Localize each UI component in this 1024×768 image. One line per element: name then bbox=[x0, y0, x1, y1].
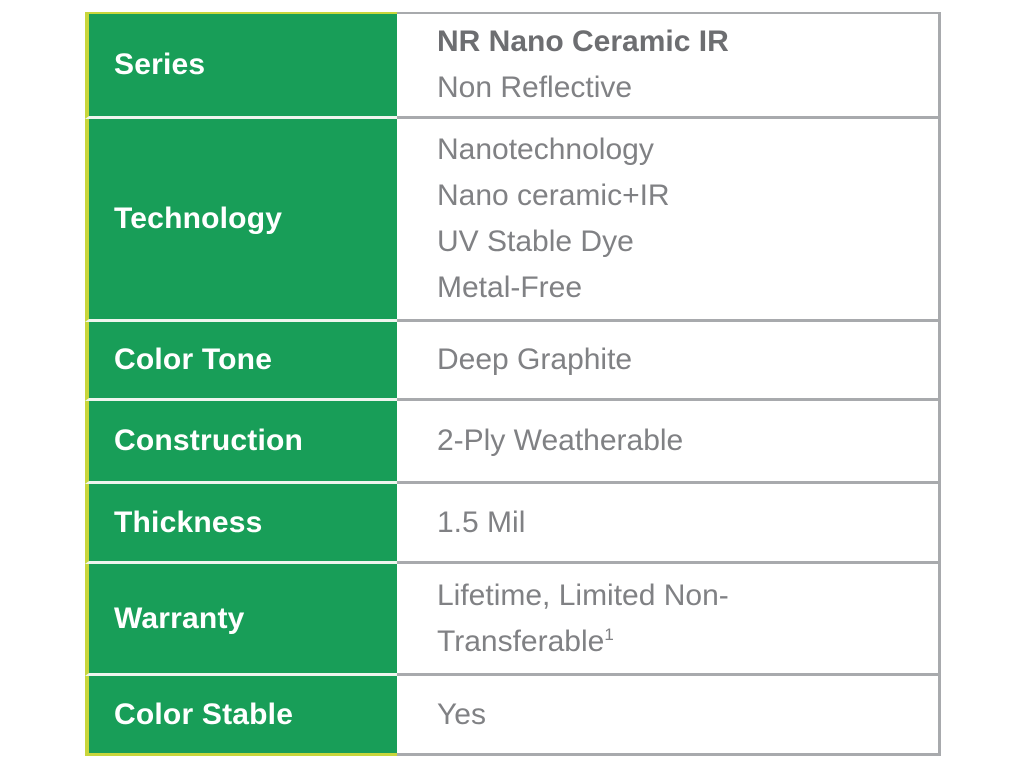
product-spec-table: Series NR Nano Ceramic IR Non Reflective… bbox=[85, 12, 941, 756]
value-line: UV Stable Dye bbox=[437, 225, 634, 258]
label-cell-warranty: Warranty bbox=[85, 564, 397, 676]
value-cell-color-stable: Yes bbox=[397, 676, 941, 756]
value-line: Yes bbox=[437, 697, 486, 731]
row-label: Technology bbox=[114, 202, 283, 235]
value-cell-thickness: 1.5 Mil bbox=[397, 484, 941, 564]
value-line: NR Nano Ceramic IR bbox=[437, 25, 729, 58]
value-cell-series: NR Nano Ceramic IR Non Reflective bbox=[397, 12, 941, 119]
value-cell-warranty: Lifetime, Limited Non- Transferable1 bbox=[397, 564, 941, 676]
value-line: Deep Graphite bbox=[437, 343, 633, 376]
row-label: Series bbox=[114, 48, 206, 81]
row-label: Thickness bbox=[114, 505, 263, 539]
value-line: Transferable1 bbox=[437, 619, 928, 665]
value-cell-technology: Nanotechnology Nano ceramic+IR UV Stable… bbox=[397, 119, 941, 322]
label-cell-construction: Construction bbox=[85, 401, 397, 484]
value-line: Nanotechnology bbox=[437, 133, 654, 166]
value-line-text: Transferable bbox=[437, 624, 605, 658]
label-cell-color-tone: Color Tone bbox=[85, 322, 397, 401]
label-cell-series: Series bbox=[85, 12, 397, 119]
value-line: Metal-Free bbox=[437, 271, 583, 304]
value-line: 2-Ply Weatherable bbox=[437, 424, 684, 457]
label-cell-color-stable: Color Stable bbox=[85, 676, 397, 756]
value-line: 1.5 Mil bbox=[437, 505, 526, 539]
value-cell-construction: 2-Ply Weatherable bbox=[397, 401, 941, 484]
footnote-marker: 1 bbox=[604, 624, 614, 644]
row-label: Color Tone bbox=[114, 343, 273, 376]
row-label: Construction bbox=[114, 424, 304, 457]
row-label: Color Stable bbox=[114, 697, 294, 731]
value-line: Lifetime, Limited Non- bbox=[437, 578, 729, 612]
value-cell-color-tone: Deep Graphite bbox=[397, 322, 941, 401]
value-line: Nano ceramic+IR bbox=[437, 179, 670, 212]
row-label: Warranty bbox=[114, 601, 245, 635]
value-line: Non Reflective bbox=[437, 71, 633, 104]
label-cell-thickness: Thickness bbox=[85, 484, 397, 564]
label-cell-technology: Technology bbox=[85, 119, 397, 322]
